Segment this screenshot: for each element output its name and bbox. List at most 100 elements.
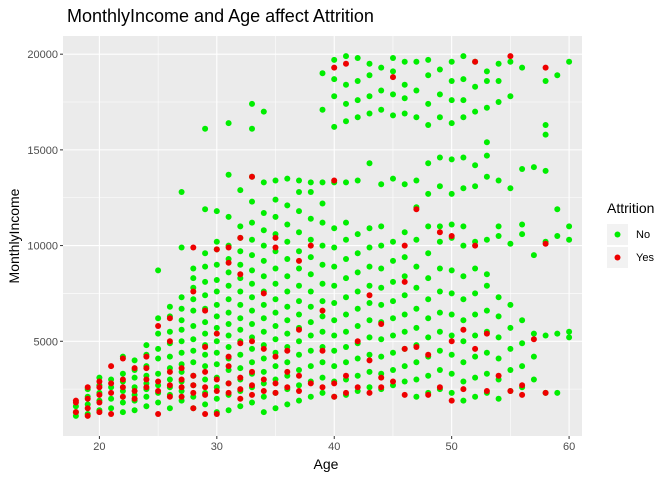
data-point-yes bbox=[249, 338, 255, 345]
data-point-yes bbox=[366, 292, 373, 299]
data-point-no bbox=[354, 372, 361, 379]
data-point-no bbox=[307, 271, 314, 278]
data-point-no bbox=[202, 401, 209, 408]
data-point-no bbox=[507, 367, 514, 373]
data-point-no bbox=[331, 332, 338, 339]
data-point-no bbox=[272, 363, 279, 370]
data-point-yes bbox=[390, 74, 396, 81]
data-point-no bbox=[413, 305, 420, 312]
data-point-no bbox=[366, 72, 373, 79]
data-point-no bbox=[260, 108, 267, 115]
x-tick-label: 40 bbox=[328, 441, 340, 453]
data-point-yes bbox=[225, 259, 232, 266]
data-point-yes bbox=[225, 380, 232, 387]
data-point-no bbox=[425, 56, 432, 63]
data-point-no bbox=[542, 167, 549, 174]
data-point-yes bbox=[272, 380, 279, 387]
data-point-no bbox=[366, 60, 373, 67]
data-point-no bbox=[390, 278, 396, 285]
data-point-no bbox=[390, 257, 396, 264]
data-point-yes bbox=[319, 347, 326, 354]
data-point-no bbox=[284, 202, 291, 209]
data-point-no bbox=[390, 91, 396, 98]
data-point-no bbox=[354, 78, 361, 84]
data-point-yes bbox=[366, 389, 373, 396]
data-point-no bbox=[530, 353, 537, 360]
data-point-no bbox=[343, 53, 349, 60]
data-point-yes bbox=[96, 399, 103, 406]
data-point-no bbox=[448, 267, 455, 274]
data-point-yes bbox=[225, 244, 232, 251]
data-point-no bbox=[307, 332, 314, 339]
data-point-no bbox=[401, 311, 408, 318]
data-point-no bbox=[495, 177, 502, 184]
data-point-no bbox=[436, 347, 443, 354]
data-point-no bbox=[507, 345, 514, 352]
data-point-yes bbox=[131, 365, 138, 372]
data-point-no bbox=[448, 311, 455, 318]
data-point-no bbox=[260, 393, 267, 400]
data-point-yes bbox=[190, 382, 197, 389]
data-point-no bbox=[448, 97, 455, 104]
data-point-no bbox=[401, 292, 408, 299]
chart-title: MonthlyIncome and Age affect Attrition bbox=[67, 6, 374, 26]
data-point-no bbox=[284, 256, 291, 262]
data-point-no bbox=[483, 152, 490, 159]
data-point-yes bbox=[519, 391, 526, 398]
data-point-yes bbox=[108, 363, 115, 370]
data-point-no bbox=[249, 100, 255, 107]
data-point-yes bbox=[272, 353, 279, 360]
data-point-no bbox=[249, 399, 255, 406]
data-point-no bbox=[131, 374, 138, 381]
data-point-no bbox=[425, 275, 432, 282]
data-point-no bbox=[460, 97, 467, 104]
data-point-no bbox=[354, 97, 361, 104]
data-point-no bbox=[319, 200, 326, 207]
data-point-no bbox=[296, 382, 302, 389]
data-point-no bbox=[108, 395, 115, 402]
data-point-no bbox=[296, 189, 302, 195]
data-point-no bbox=[390, 367, 396, 373]
data-point-yes bbox=[472, 242, 479, 249]
data-point-no bbox=[401, 95, 408, 102]
data-point-no bbox=[566, 236, 573, 243]
data-point-yes bbox=[507, 388, 514, 394]
data-point-no bbox=[202, 206, 209, 213]
data-point-yes bbox=[178, 384, 185, 391]
data-point-no bbox=[284, 303, 291, 310]
data-point-yes bbox=[425, 391, 432, 398]
data-point-no bbox=[225, 344, 232, 350]
data-point-no bbox=[401, 378, 408, 385]
data-point-yes bbox=[530, 336, 537, 343]
data-point-yes bbox=[225, 353, 232, 360]
data-point-yes bbox=[390, 378, 396, 385]
data-point-no bbox=[378, 353, 385, 360]
data-point-no bbox=[390, 238, 396, 245]
data-point-yes bbox=[166, 368, 173, 375]
data-point-no bbox=[190, 296, 197, 303]
data-point-no bbox=[448, 389, 455, 396]
data-point-no bbox=[307, 319, 314, 326]
data-point-no bbox=[436, 309, 443, 316]
data-point-yes bbox=[190, 244, 197, 251]
data-point-no bbox=[237, 326, 244, 333]
data-point-no bbox=[202, 330, 209, 337]
data-point-no bbox=[378, 301, 385, 308]
data-point-no bbox=[401, 81, 408, 88]
data-point-no bbox=[401, 273, 408, 280]
data-point-no bbox=[131, 407, 138, 414]
data-point-no bbox=[319, 280, 326, 287]
data-point-no bbox=[178, 305, 185, 312]
data-point-yes bbox=[542, 389, 549, 396]
data-point-no bbox=[413, 114, 420, 121]
data-point-no bbox=[366, 263, 373, 270]
data-point-no bbox=[225, 120, 232, 127]
data-point-no bbox=[155, 267, 162, 274]
data-point-yes bbox=[131, 388, 138, 394]
data-point-yes bbox=[296, 326, 302, 333]
data-point-no bbox=[378, 336, 385, 343]
data-point-no bbox=[519, 231, 526, 238]
data-point-yes bbox=[143, 384, 150, 391]
data-point-yes bbox=[119, 376, 126, 383]
data-point-no bbox=[237, 301, 244, 308]
